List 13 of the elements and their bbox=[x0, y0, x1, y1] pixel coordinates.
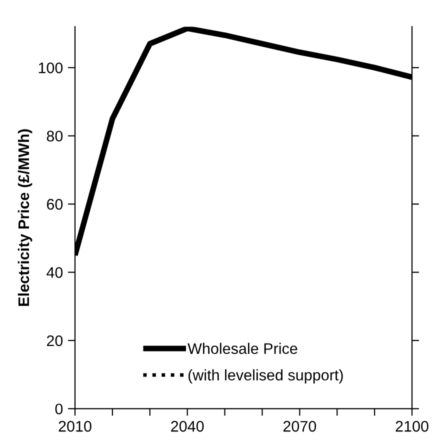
x-tick-label: 2010 bbox=[58, 420, 92, 432]
y-tick-label: 80 bbox=[46, 130, 63, 142]
legend-label: Wholesale Price bbox=[188, 342, 298, 354]
y-tick-label: 0 bbox=[55, 404, 63, 414]
y-axis-title: Electricity Price (£/MWh) bbox=[18, 129, 32, 306]
x-tick-label: 2040 bbox=[171, 420, 204, 432]
y-tick-label: 40 bbox=[46, 267, 63, 278]
legend-label: (with levelised support) bbox=[188, 369, 343, 384]
y-tick-label: 20 bbox=[46, 335, 63, 346]
y-tick-label: 100 bbox=[38, 62, 63, 74]
x-tick-label: 2070 bbox=[283, 420, 316, 432]
x-tick-label: 2100 bbox=[396, 420, 428, 432]
y-tick-label: 60 bbox=[46, 198, 63, 210]
